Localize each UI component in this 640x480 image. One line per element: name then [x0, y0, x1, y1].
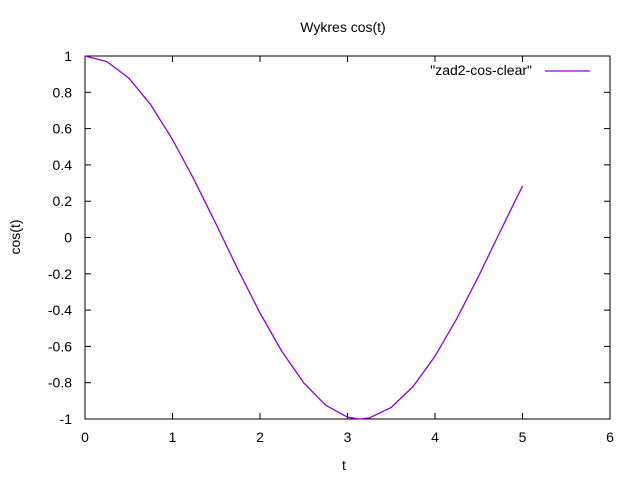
x-tick-label: 1 [169, 429, 177, 445]
x-tick-label: 3 [344, 429, 352, 445]
y-tick-label: -0.4 [48, 302, 72, 318]
y-tick-label: 0.4 [53, 157, 73, 173]
y-tick-label: -1 [60, 411, 73, 427]
x-tick-label: 5 [519, 429, 527, 445]
legend: "zad2-cos-clear" [430, 62, 590, 78]
y-tick-label: 1 [64, 48, 72, 64]
tick-group: 0 1 2 3 4 5 6 -1 -0.8 -0.6 -0.4 -0.2 0 0.2 0.4 0.6 0.8 1 [48, 48, 614, 445]
y-tick-label: -0.2 [48, 266, 72, 282]
series-group [84, 55, 524, 420]
x-axis-label: t [342, 457, 346, 473]
y-tick-label: -0.6 [48, 338, 72, 354]
chart-title: Wykres cos(t) [300, 19, 385, 35]
legend-label: "zad2-cos-clear" [430, 62, 532, 78]
y-tick-label: 0 [64, 230, 72, 246]
y-tick-label: 0.8 [53, 84, 73, 100]
x-tick-label: 6 [606, 429, 614, 445]
x-tick-label: 0 [81, 429, 89, 445]
x-tick-label: 2 [256, 429, 264, 445]
x-tick-label: 4 [431, 429, 439, 445]
y-axis-label: cos(t) [7, 220, 23, 255]
series-line [84, 55, 524, 420]
y-tick-label: 0.2 [53, 193, 73, 209]
plot-axes [84, 55, 611, 420]
y-tick-label: -0.8 [48, 375, 72, 391]
y-tick-label: 0.6 [53, 121, 73, 137]
plot-frame [84, 55, 611, 420]
